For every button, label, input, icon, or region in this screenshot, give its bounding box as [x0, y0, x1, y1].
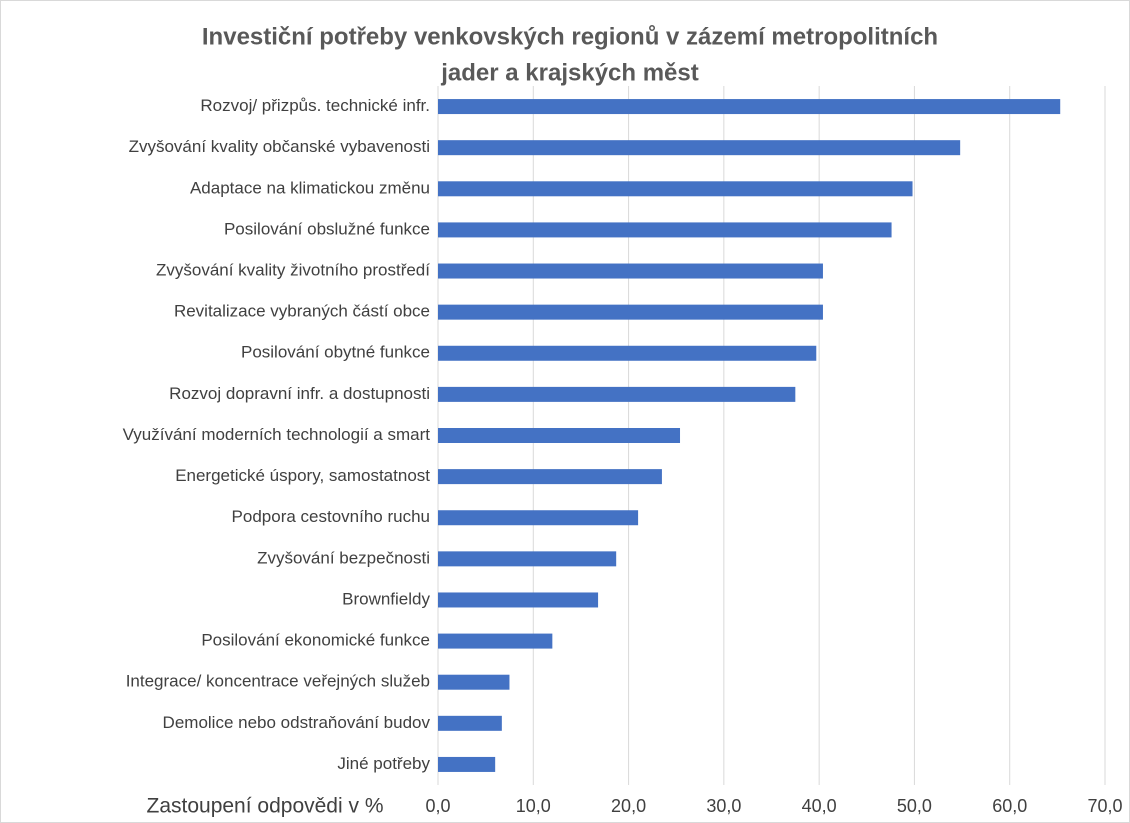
y-tick-label: Zvyšování bezpečnosti: [257, 548, 430, 567]
x-tick-label: 70,0: [1087, 796, 1122, 816]
y-tick-label: Podpora cestovního ruchu: [232, 507, 430, 526]
bar: [438, 181, 913, 197]
y-tick-label: Zvyšování kvality občanské vybavenosti: [129, 137, 430, 156]
y-tick-label: Revitalizace vybraných částí obce: [174, 302, 430, 321]
y-tick-label: Rozvoj dopravní infr. a dostupnosti: [169, 384, 430, 403]
bar: [438, 386, 796, 402]
bar: [438, 633, 553, 649]
y-tick-label: Demolice nebo odstraňování budov: [163, 713, 431, 732]
y-tick-label: Integrace/ koncentrace veřejných služeb: [126, 672, 430, 691]
y-tick-label: Zvyšování kvality životního prostředí: [156, 261, 430, 280]
bar: [438, 428, 681, 443]
x-tick-label: 10,0: [516, 796, 551, 816]
bar: [438, 263, 823, 279]
bar: [438, 592, 599, 608]
y-tick-label: Brownfieldy: [342, 589, 430, 608]
bar: [438, 674, 510, 690]
bar: [438, 469, 662, 485]
y-tick-label: Adaptace na klimatickou změnu: [190, 178, 430, 197]
bar: [438, 756, 496, 772]
bar: [438, 345, 817, 361]
chart-title: jader a krajských měst: [440, 59, 699, 86]
x-tick-label: 0,0: [425, 796, 450, 816]
y-tick-label: Posilování obytné funkce: [241, 343, 430, 362]
y-tick-label: Posilování obslužné funkce: [224, 219, 430, 238]
x-axis-label: Zastoupení odpovědi v %: [147, 795, 384, 818]
bar: [438, 222, 892, 238]
x-tick-label: 60,0: [992, 796, 1027, 816]
bar: [438, 140, 961, 156]
x-tick-label: 20,0: [611, 796, 646, 816]
bar: [438, 715, 502, 731]
bar: [438, 304, 823, 320]
bar: [438, 99, 1061, 115]
x-tick-label: 30,0: [706, 796, 741, 816]
y-tick-label: Využívání moderních technologií a smart: [123, 425, 431, 444]
bar: [438, 551, 617, 567]
y-tick-label: Energetické úspory, samostatnost: [175, 466, 430, 485]
x-tick-label: 50,0: [897, 796, 932, 816]
y-tick-label: Jiné potřeby: [337, 754, 430, 773]
y-tick-label: Posilování ekonomické funkce: [201, 631, 430, 650]
y-tick-label: Rozvoj/ přizpůs. technické infr.: [200, 96, 430, 115]
chart-title: Investiční potřeby venkovských regionů v…: [202, 23, 938, 50]
x-tick-label: 40,0: [802, 796, 837, 816]
bar: [438, 510, 639, 526]
